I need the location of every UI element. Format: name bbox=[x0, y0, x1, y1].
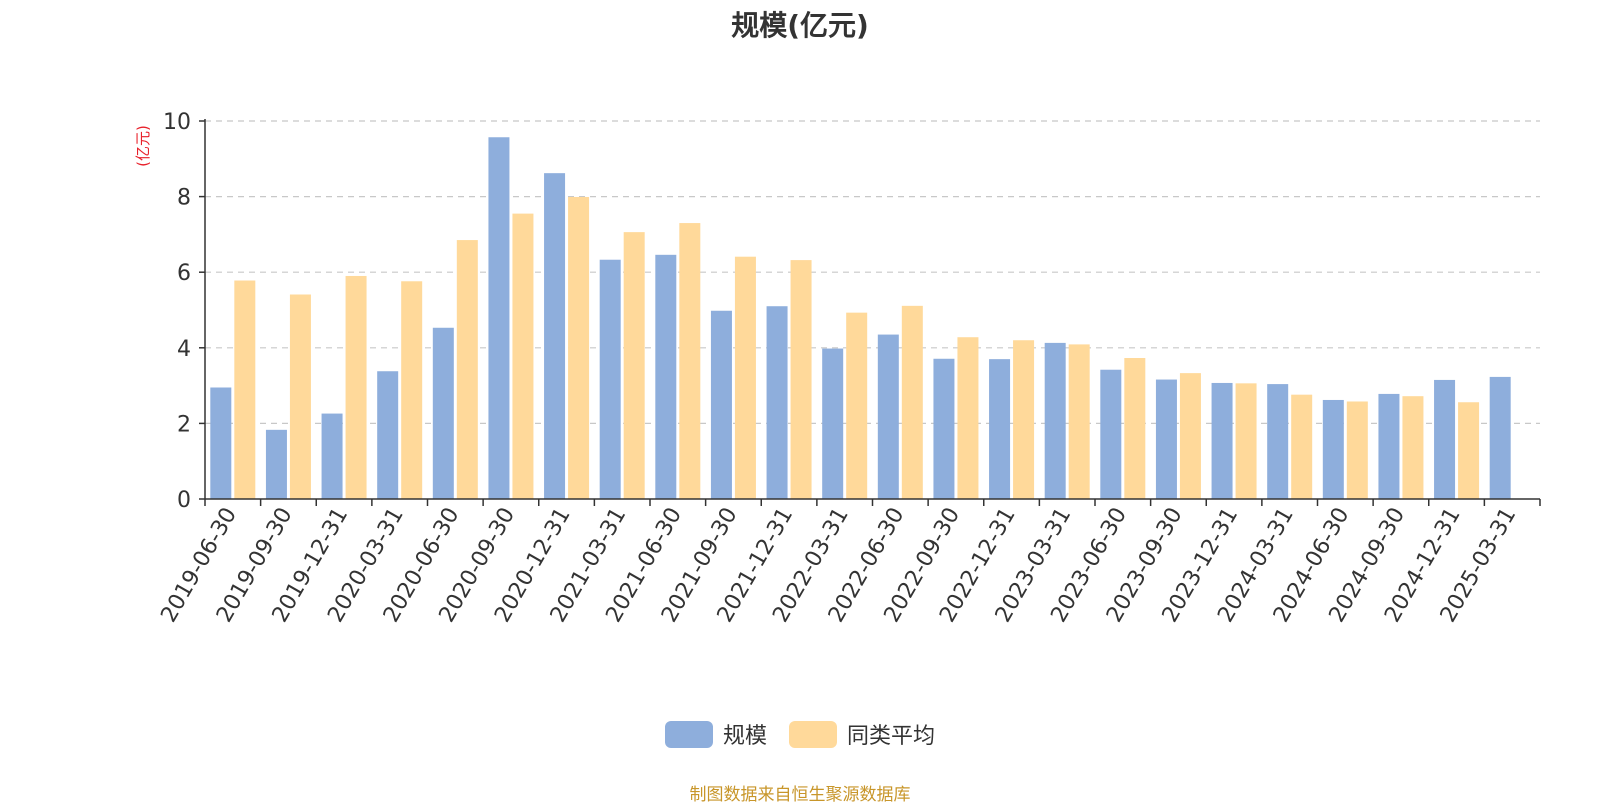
bar-scale[interactable] bbox=[1489, 376, 1511, 499]
bar-scale[interactable] bbox=[933, 358, 955, 499]
bar-peer-average[interactable] bbox=[1291, 394, 1313, 499]
bar-peer-average[interactable] bbox=[1402, 396, 1424, 499]
y-tick-label: 10 bbox=[163, 110, 191, 135]
bar-peer-average[interactable] bbox=[901, 305, 923, 499]
bar-peer-average[interactable] bbox=[234, 280, 256, 499]
bar-scale[interactable] bbox=[1044, 342, 1066, 499]
bar-peer-average[interactable] bbox=[512, 213, 534, 500]
bar-peer-average[interactable] bbox=[456, 240, 478, 499]
data-source-note: 制图数据来自恒生聚源数据库 bbox=[689, 785, 911, 805]
bar-scale[interactable] bbox=[655, 254, 677, 499]
bar-peer-average[interactable] bbox=[345, 275, 367, 499]
bar-scale[interactable] bbox=[710, 310, 732, 499]
bar-scale[interactable] bbox=[1155, 379, 1177, 499]
bar-scale[interactable] bbox=[544, 173, 566, 499]
bar-scale[interactable] bbox=[989, 359, 1011, 499]
y-axis-label: (亿元) bbox=[134, 125, 152, 167]
bar-scale[interactable] bbox=[1322, 399, 1344, 499]
bar-scale[interactable] bbox=[1378, 393, 1400, 499]
bar-scale[interactable] bbox=[599, 259, 621, 499]
bar-scale[interactable] bbox=[1267, 384, 1289, 499]
gridlines bbox=[205, 120, 1540, 424]
bar-peer-average[interactable] bbox=[734, 256, 756, 499]
bar-peer-average[interactable] bbox=[623, 232, 645, 499]
bar-peer-average[interactable] bbox=[289, 294, 311, 499]
bar-peer-average[interactable] bbox=[679, 223, 701, 499]
legend-swatch-peer-average bbox=[789, 720, 837, 748]
bar-peer-average[interactable] bbox=[1458, 402, 1480, 499]
bar-peer-average[interactable] bbox=[568, 196, 590, 499]
bar-peer-average[interactable] bbox=[1068, 344, 1090, 499]
bar-scale[interactable] bbox=[766, 306, 788, 499]
bar-peer-average[interactable] bbox=[401, 281, 423, 499]
bar-peer-average[interactable] bbox=[1235, 383, 1257, 499]
bar-peer-average[interactable] bbox=[1346, 401, 1368, 499]
bar-peer-average[interactable] bbox=[957, 337, 979, 499]
bar-peer-average[interactable] bbox=[1124, 358, 1146, 499]
bar-peer-average[interactable] bbox=[1013, 340, 1035, 499]
y-tick-label: 8 bbox=[177, 186, 191, 211]
bar-peer-average[interactable] bbox=[846, 312, 868, 499]
y-tick-label: 2 bbox=[177, 412, 191, 437]
legend-swatch-scale bbox=[664, 720, 713, 748]
legend-item-scale[interactable]: 规模 bbox=[664, 718, 767, 750]
bar-scale[interactable] bbox=[822, 348, 844, 499]
bar-scale[interactable] bbox=[1434, 379, 1456, 499]
bar-peer-average[interactable] bbox=[1179, 373, 1201, 499]
bar-scale[interactable] bbox=[1211, 382, 1233, 499]
legend: 规模 同类平均 bbox=[0, 718, 1600, 750]
bar-scale[interactable] bbox=[877, 334, 899, 499]
y-tick-label: 0 bbox=[177, 488, 191, 513]
legend-label-scale: 规模 bbox=[722, 724, 767, 749]
bars bbox=[210, 137, 1511, 500]
bar-scale[interactable] bbox=[1100, 369, 1122, 499]
bar-scale[interactable] bbox=[488, 137, 510, 499]
bar-scale[interactable] bbox=[321, 413, 343, 499]
bar-scale[interactable] bbox=[210, 387, 232, 499]
bar-scale[interactable] bbox=[377, 371, 399, 499]
bar-peer-average[interactable] bbox=[790, 260, 812, 499]
bar-scale[interactable] bbox=[265, 429, 287, 499]
bar-scale[interactable] bbox=[432, 327, 454, 499]
chart-title: 规模(亿元) bbox=[731, 9, 869, 42]
y-tick-label: 4 bbox=[177, 337, 191, 362]
legend-label-peer-average: 同类平均 bbox=[847, 724, 936, 749]
y-tick-label: 6 bbox=[177, 261, 191, 286]
legend-item-peer-average[interactable]: 同类平均 bbox=[789, 718, 935, 750]
